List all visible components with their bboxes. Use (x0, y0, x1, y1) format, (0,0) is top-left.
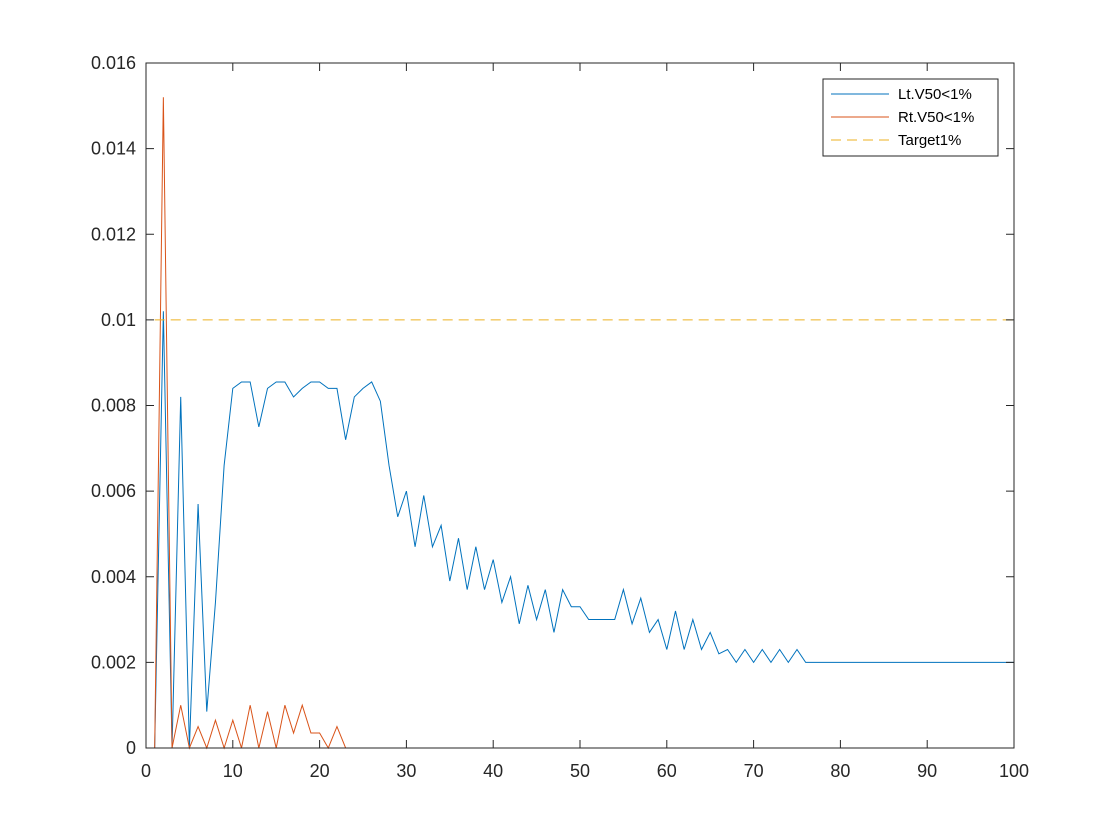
x-tick-label: 50 (570, 761, 590, 781)
y-axis: 0 0.002 0.004 0.006 0.008 0.01 0.012 0.014 0.016 (91, 53, 1014, 758)
x-tick-label: 90 (917, 761, 937, 781)
legend-label-2: Rt.V50<1% (898, 109, 974, 126)
x-tick-label: 0 (141, 761, 151, 781)
x-tick-label: 60 (657, 761, 677, 781)
legend-label-1: Lt.V50<1% (898, 86, 972, 103)
x-axis: 0 10 20 30 40 50 60 70 80 90 100 (141, 63, 1029, 781)
x-tick-label: 80 (830, 761, 850, 781)
y-tick-label: 0.004 (91, 567, 136, 587)
x-tick-label: 100 (999, 761, 1029, 781)
series-line-1 (154, 311, 1014, 749)
y-tick-label: 0.012 (91, 224, 136, 244)
series-line-2 (154, 97, 1014, 750)
legend-label-3: Target1% (898, 132, 961, 149)
y-tick-label: 0.014 (91, 139, 136, 159)
x-tick-label: 30 (396, 761, 416, 781)
series-layer (154, 97, 1014, 750)
y-tick-label: 0.016 (91, 53, 136, 73)
y-tick-label: 0.002 (91, 652, 136, 672)
x-tick-label: 10 (223, 761, 243, 781)
y-tick-label: 0.008 (91, 396, 136, 416)
y-tick-label: 0 (126, 738, 136, 758)
legend: Lt.V50<1% Rt.V50<1% Target1% (822, 78, 999, 157)
x-tick-label: 20 (310, 761, 330, 781)
x-tick-label: 40 (483, 761, 503, 781)
y-tick-label: 0.006 (91, 481, 136, 501)
x-tick-label: 70 (744, 761, 764, 781)
y-tick-label: 0.01 (101, 310, 136, 330)
plot-area-background (146, 63, 1014, 748)
